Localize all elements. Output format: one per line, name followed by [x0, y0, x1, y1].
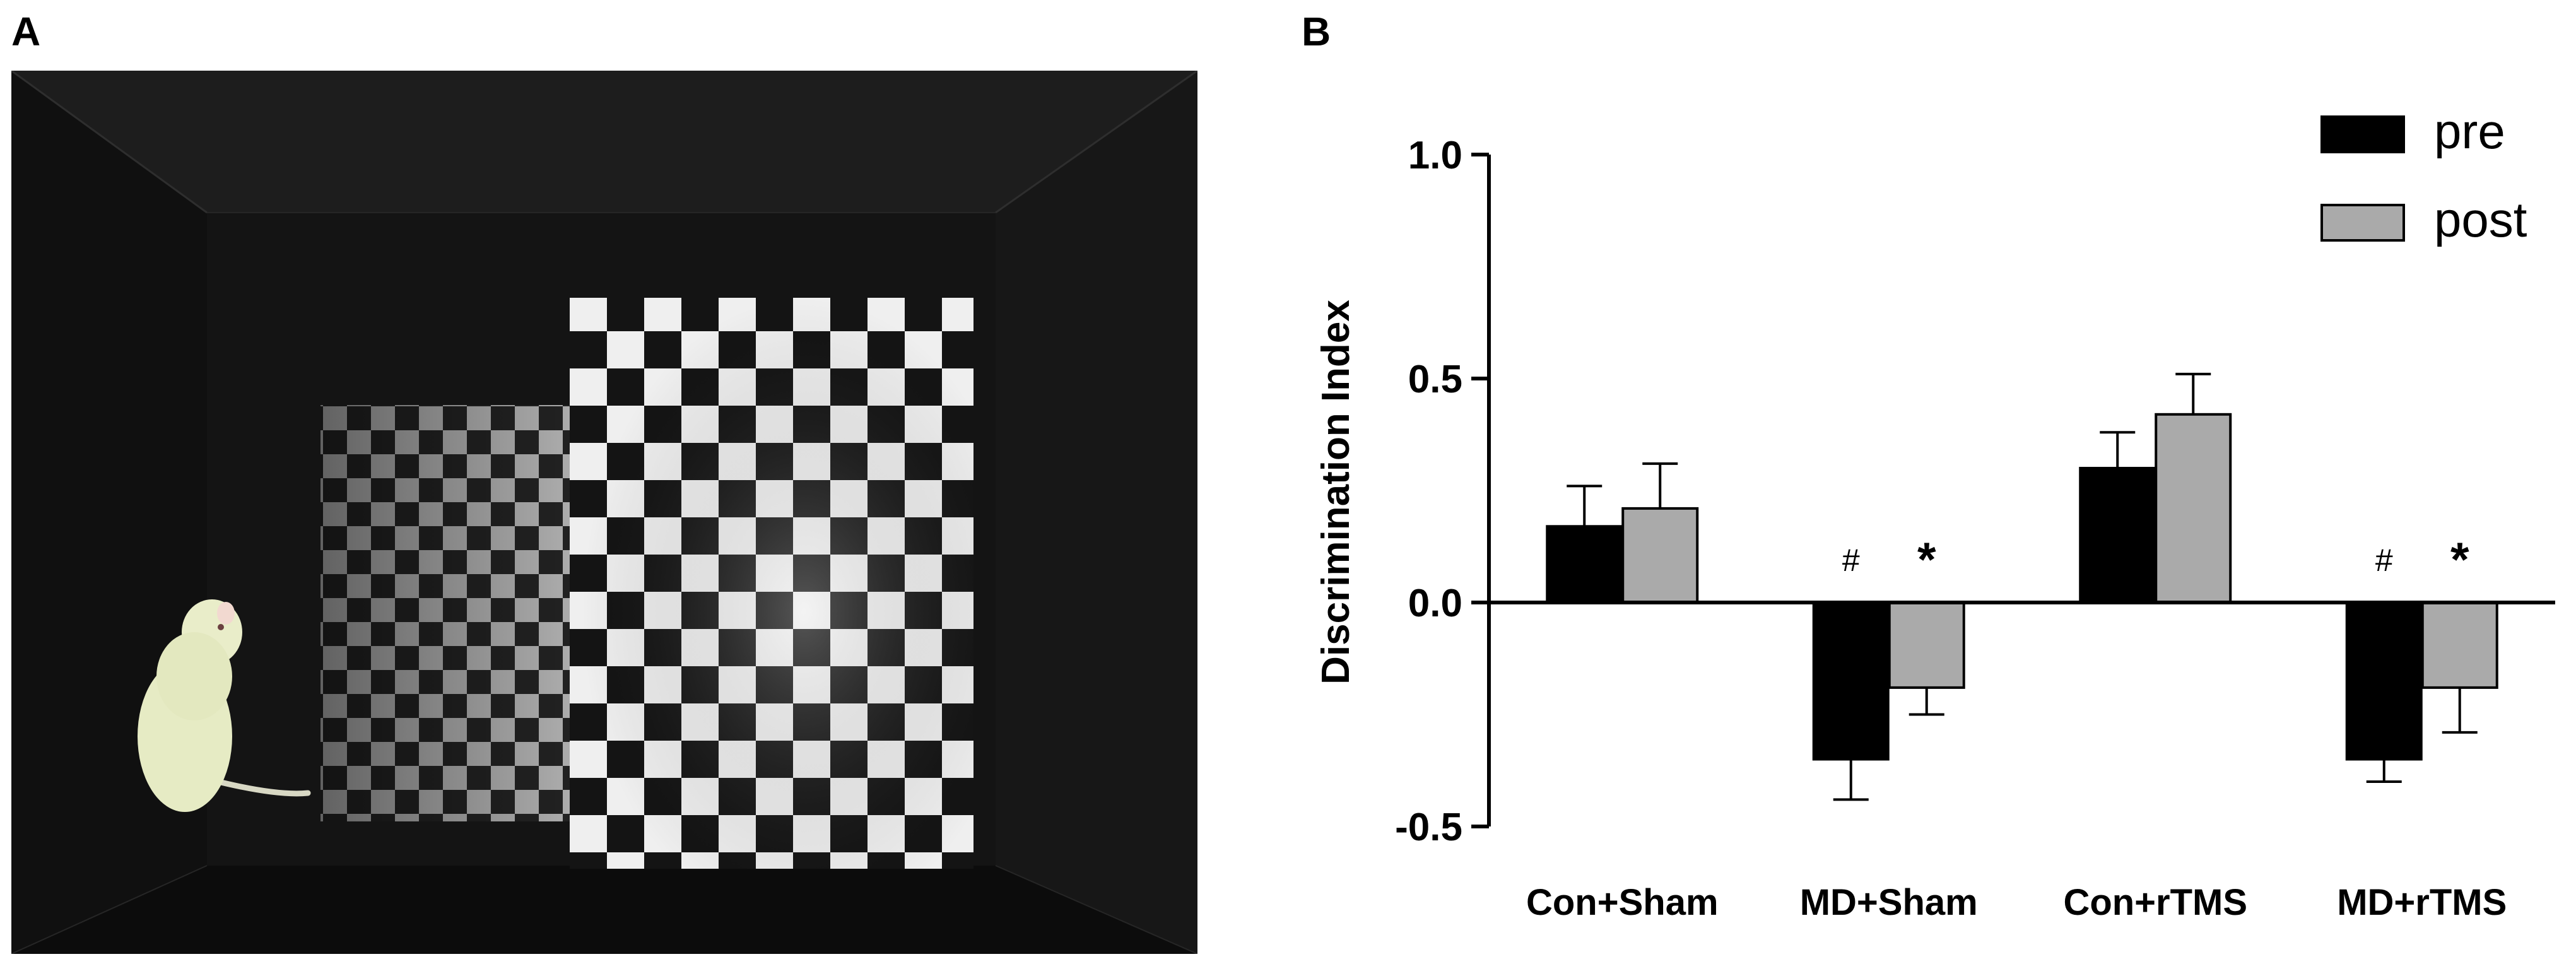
x-tick-label: MD+Sham [1800, 882, 1978, 923]
y-axis: 1.0 0.5 0.0 -0.5 [1395, 134, 1491, 849]
significance-marker: * [2450, 533, 2469, 587]
bar-post [2421, 601, 2498, 689]
legend-label-pre: pre [2434, 103, 2505, 159]
significance-marker: * [1917, 533, 1936, 587]
y-axis-label: Discrimination Index [1314, 300, 1358, 685]
y-tick-label: 0.5 [1408, 358, 1462, 401]
significance-marker: # [2375, 543, 2393, 578]
rat-figure [138, 599, 311, 812]
x-tick-label: Con+rTMS [2063, 882, 2247, 923]
bar-pre [1546, 525, 1623, 604]
bar-chart: 1.0 0.5 0.0 -0.5 # * # * Con+Sham MD+Sham Con+rT… [1314, 103, 2555, 923]
bar-pre [1812, 601, 1890, 761]
legend-label-post: post [2434, 192, 2527, 247]
x-tick-label: Con+Sham [1526, 882, 1719, 923]
legend-swatch-post [2320, 204, 2405, 242]
significance-marker: # [1842, 543, 1860, 578]
bar-series: # * # * [1546, 372, 2498, 801]
bar-pre [2345, 601, 2423, 761]
bar-post [1621, 507, 1699, 604]
y-tick-label: 1.0 [1408, 134, 1462, 177]
bar-post [2155, 413, 2232, 604]
x-axis: Con+Sham MD+Sham Con+rTMS MD+rTMS [1489, 601, 2555, 923]
y-tick-label: -0.5 [1395, 806, 1462, 849]
legend: pre post [2320, 103, 2527, 247]
panel-b-label: B [1302, 9, 1331, 54]
legend-swatch-pre [2320, 115, 2405, 153]
bar-pre [2079, 467, 2156, 604]
x-tick-label: MD+rTMS [2337, 882, 2507, 923]
experiment-box-photo [11, 71, 1197, 954]
panel-a-label: A [11, 9, 41, 54]
y-tick-label: 0.0 [1408, 582, 1462, 625]
bar-post [1888, 601, 1965, 689]
